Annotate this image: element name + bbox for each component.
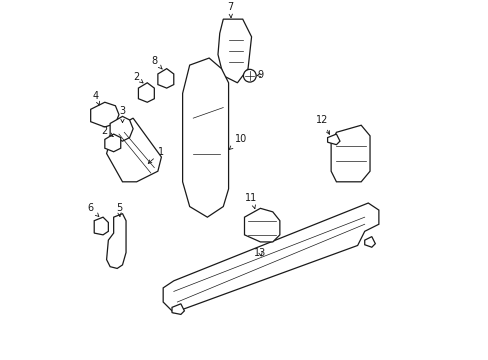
Polygon shape [218, 19, 251, 83]
Polygon shape [138, 83, 154, 102]
Polygon shape [364, 237, 375, 247]
Text: 5: 5 [116, 203, 122, 216]
Text: 9: 9 [257, 70, 263, 80]
Polygon shape [182, 58, 228, 217]
Text: 8: 8 [151, 56, 162, 69]
Polygon shape [90, 102, 119, 127]
Text: 4: 4 [93, 91, 100, 105]
Polygon shape [327, 134, 339, 145]
Text: 12: 12 [315, 115, 329, 134]
Text: 2: 2 [133, 72, 143, 83]
Text: 10: 10 [229, 134, 246, 149]
Text: 13: 13 [254, 248, 266, 257]
Circle shape [243, 69, 256, 82]
Text: 6: 6 [87, 203, 99, 216]
Text: 3: 3 [119, 106, 125, 122]
Text: 7: 7 [227, 2, 233, 18]
Polygon shape [94, 217, 108, 235]
Text: 11: 11 [245, 193, 257, 208]
Polygon shape [158, 69, 173, 88]
Polygon shape [106, 118, 161, 182]
Text: 1: 1 [148, 147, 164, 163]
Text: 2: 2 [102, 126, 113, 136]
Polygon shape [104, 134, 121, 152]
Polygon shape [106, 213, 126, 269]
Polygon shape [330, 125, 369, 182]
Polygon shape [110, 116, 133, 141]
Polygon shape [172, 304, 184, 314]
Polygon shape [244, 208, 279, 242]
Polygon shape [163, 203, 378, 312]
